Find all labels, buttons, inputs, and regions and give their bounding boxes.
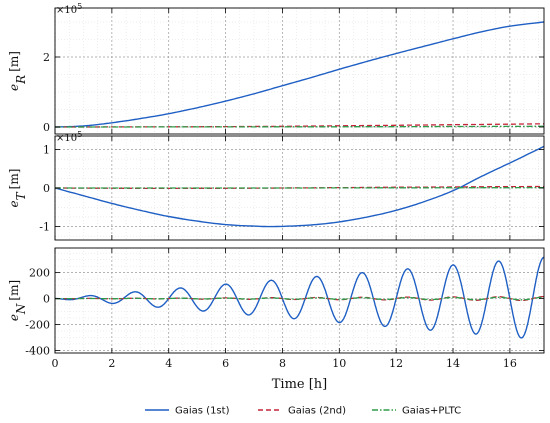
panel-2: -1 0 1 eT[m] ×105 [7, 130, 545, 241]
x-tick-label: 12 [389, 357, 403, 370]
series-line-gaias-pltc [55, 125, 544, 128]
x-tick-label: 14 [446, 357, 460, 370]
y-tick-label: -1 [39, 221, 50, 234]
y-axis-label: eR[m] [7, 51, 28, 91]
x-tick-label: 8 [279, 357, 286, 370]
y-tick-label: 0 [43, 293, 50, 306]
y-scale-factor: ×105 [56, 130, 82, 145]
legend-label: Gaias (1st) [175, 406, 230, 417]
series-line-gaias-1st [55, 145, 544, 228]
y-tick-label: 1 [43, 143, 50, 156]
legend-label: Gaias+PLTC [402, 406, 461, 417]
y-tick-label: 2 [43, 51, 50, 64]
legend: Gaias (1st) Gaias (2nd) Gaias+PLTC [145, 406, 461, 417]
x-tick-label: 0 [52, 357, 59, 370]
series-line-gaias-pltc [55, 296, 544, 301]
y-tick-label: -400 [25, 344, 50, 357]
y-scale-factor: ×105 [56, 2, 82, 17]
x-tick-label: 16 [503, 357, 517, 370]
y-tick-label: 0 [43, 121, 50, 134]
series-line-gaias-1st [55, 256, 544, 339]
x-axis-label: Time [h] [272, 377, 328, 392]
x-tick-label: 4 [165, 357, 172, 370]
y-tick-label: 200 [29, 267, 50, 280]
legend-label: Gaias (2nd) [288, 406, 346, 417]
y-axis-label: eN[m] [7, 280, 28, 321]
panel-1: 0 2 eR[m] ×105 [7, 2, 545, 135]
x-tick-label: 2 [108, 357, 115, 370]
x-tick-label: 6 [222, 357, 229, 370]
y-axis-label: eT[m] [7, 169, 28, 208]
y-tick-label: 0 [43, 182, 50, 195]
y-tick-label: -200 [25, 318, 50, 331]
series-line-gaias-1st [55, 21, 544, 128]
x-tick-label: 10 [332, 357, 346, 370]
